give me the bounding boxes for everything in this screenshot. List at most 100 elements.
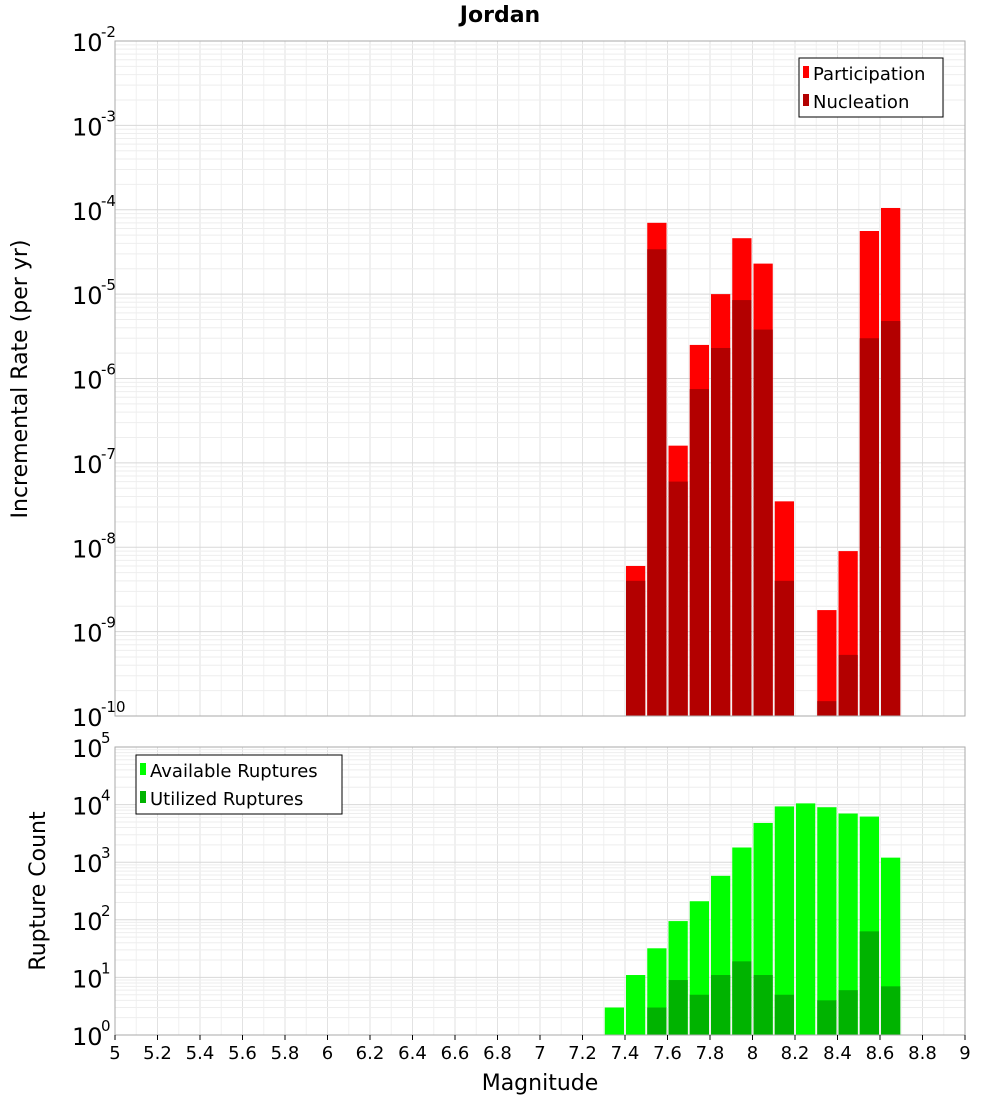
x-tick-label: 7.2 bbox=[568, 1043, 597, 1064]
rate-y-tick-exponent: -4 bbox=[101, 192, 116, 210]
rupture-legend-box bbox=[135, 754, 343, 815]
rate-nucleation-bar bbox=[838, 654, 858, 716]
rupture-y-tick-label: 10 bbox=[72, 1023, 103, 1051]
rate-y-tick-exponent: -5 bbox=[101, 276, 116, 294]
rate-y-tick-exponent: -9 bbox=[101, 614, 116, 632]
rupture-utilized-ruptures-bar bbox=[838, 990, 858, 1035]
rate-legend: Participation Nucleation bbox=[798, 57, 944, 118]
x-tick-label: 8.4 bbox=[823, 1043, 852, 1064]
rupture-utilized-ruptures-bar bbox=[881, 986, 901, 1035]
x-tick-label: 5.6 bbox=[228, 1043, 257, 1064]
available-legend-label: Available Ruptures bbox=[150, 761, 318, 782]
rupture-available-ruptures-bar bbox=[604, 1007, 624, 1035]
rate-y-tick-label: 10 bbox=[72, 282, 103, 310]
rate-y-tick-label: 10 bbox=[72, 704, 103, 732]
rupture-utilized-ruptures-bar bbox=[753, 975, 773, 1035]
rate-y-tick-exponent: -6 bbox=[101, 361, 116, 379]
rupture-y-tick-label: 10 bbox=[72, 965, 103, 993]
rate-nucleation-bar bbox=[626, 580, 646, 716]
rate-y-tick-exponent: -3 bbox=[101, 107, 116, 125]
x-ticks: 5 5.2 5.4 5.6 5.8 6 6.2 6.4 6.6 6.8 7 7.2 7.4 7.6 7.8 8… bbox=[109, 1035, 971, 1064]
rate-y-tick-exponent: -7 bbox=[101, 445, 116, 463]
rate-y-tick-label: 10 bbox=[72, 535, 103, 563]
rupture-available-ruptures-bar bbox=[796, 803, 816, 1035]
rate-nucleation-bar bbox=[668, 481, 688, 716]
rupture-available-ruptures-bar bbox=[626, 975, 646, 1035]
x-tick-label: 8.2 bbox=[781, 1043, 810, 1064]
rupture-y-tick-exponent: 0 bbox=[101, 1017, 111, 1035]
rate-nucleation-bar bbox=[859, 338, 879, 716]
x-tick-label: 7.8 bbox=[696, 1043, 725, 1064]
rate-nucleation-bar bbox=[732, 300, 752, 716]
x-tick-label: 6.6 bbox=[441, 1043, 470, 1064]
rate-y-tick-label: 10 bbox=[72, 198, 103, 226]
rate-panel: 10-210-310-410-510-610-710-810-910-10 In… bbox=[8, 23, 966, 732]
x-tick-label: 9 bbox=[959, 1043, 970, 1064]
rupture-legend: Available Ruptures Utilized Ruptures bbox=[135, 754, 343, 815]
x-tick-label: 7.6 bbox=[653, 1043, 682, 1064]
participation-legend-swatch bbox=[803, 66, 809, 78]
utilized-legend-label: Utilized Ruptures bbox=[150, 789, 303, 810]
rate-y-tick-label: 10 bbox=[72, 451, 103, 479]
rate-y-tick-label: 10 bbox=[72, 113, 103, 141]
nucleation-legend-swatch bbox=[803, 94, 809, 106]
rate-y-axis-label: Incremental Rate (per yr) bbox=[8, 240, 33, 519]
rate-y-tick-exponent: -8 bbox=[101, 529, 116, 547]
available-legend-swatch bbox=[140, 763, 146, 775]
x-tick-label: 5.2 bbox=[143, 1043, 172, 1064]
rupture-utilized-ruptures-bar bbox=[689, 994, 709, 1035]
rupture-utilized-ruptures-bar bbox=[817, 1000, 837, 1035]
rupture-y-tick-exponent: 1 bbox=[101, 959, 111, 977]
x-tick-label: 7.4 bbox=[611, 1043, 640, 1064]
rupture-y-tick-exponent: 2 bbox=[101, 902, 111, 920]
x-tick-label: 8.8 bbox=[908, 1043, 937, 1064]
rupture-y-tick-label: 10 bbox=[72, 850, 103, 878]
rate-y-tick-label: 10 bbox=[72, 29, 103, 57]
rate-bars bbox=[626, 207, 901, 716]
rupture-available-ruptures-bar bbox=[838, 813, 858, 1035]
participation-legend-label: Participation bbox=[813, 64, 925, 85]
rate-plot-border bbox=[114, 40, 966, 717]
rupture-utilized-ruptures-bar bbox=[647, 1007, 667, 1035]
rate-nucleation-bar bbox=[689, 389, 709, 716]
x-tick-label: 8.6 bbox=[866, 1043, 895, 1064]
chart-title: Jordan bbox=[458, 3, 540, 28]
rupture-utilized-ruptures-bar bbox=[668, 980, 688, 1035]
x-axis-label: Magnitude bbox=[482, 1071, 599, 1096]
x-tick-label: 6.4 bbox=[398, 1043, 427, 1064]
rupture-utilized-ruptures-bar bbox=[711, 975, 731, 1035]
rupture-available-ruptures-bar bbox=[774, 806, 794, 1035]
rate-nucleation-bar bbox=[753, 329, 773, 716]
rate-y-ticks: 10-210-310-410-510-610-710-810-910-10 bbox=[72, 23, 126, 732]
rupture-y-tick-label: 10 bbox=[72, 735, 103, 763]
rate-gridlines bbox=[114, 41, 966, 717]
rate-y-tick-label: 10 bbox=[72, 620, 103, 648]
rate-nucleation-bar bbox=[711, 347, 731, 716]
rate-nucleation-bar bbox=[647, 249, 667, 716]
x-tick-label: 5.4 bbox=[186, 1043, 215, 1064]
rupture-utilized-ruptures-bar bbox=[732, 961, 752, 1035]
rupture-utilized-ruptures-bar bbox=[774, 994, 794, 1035]
rate-legend-box bbox=[798, 57, 944, 118]
rupture-y-tick-label: 10 bbox=[72, 793, 103, 821]
x-tick-label: 5 bbox=[109, 1043, 120, 1064]
rate-nucleation-bar bbox=[881, 321, 901, 716]
x-tick-label: 6 bbox=[322, 1043, 333, 1064]
x-tick-label: 6.8 bbox=[483, 1043, 512, 1064]
nucleation-legend-label: Nucleation bbox=[813, 92, 909, 113]
rupture-y-axis-label: Rupture Count bbox=[26, 811, 51, 971]
utilized-legend-swatch bbox=[140, 791, 146, 803]
x-tick-label: 8 bbox=[747, 1043, 758, 1064]
x-tick-label: 6.2 bbox=[356, 1043, 385, 1064]
rate-y-tick-label: 10 bbox=[72, 367, 103, 395]
rupture-y-tick-exponent: 4 bbox=[101, 787, 111, 805]
rate-y-tick-exponent: -10 bbox=[101, 698, 126, 716]
rate-nucleation-bar bbox=[774, 580, 794, 716]
rate-y-tick-exponent: -2 bbox=[101, 23, 116, 41]
rupture-utilized-ruptures-bar bbox=[859, 931, 879, 1035]
rupture-y-tick-exponent: 3 bbox=[101, 844, 111, 862]
rate-participation-bar bbox=[817, 610, 837, 716]
